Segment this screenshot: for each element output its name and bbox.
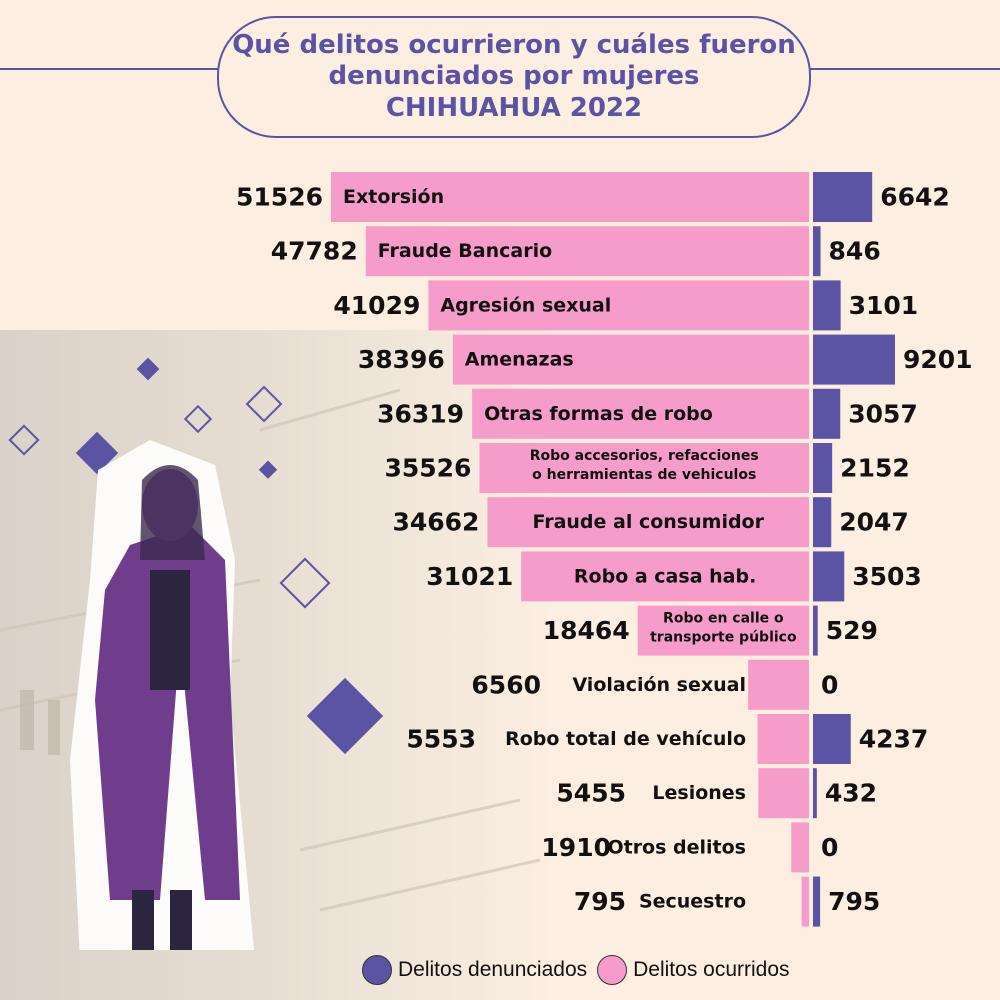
bar-denunciados: [813, 876, 821, 927]
value-ocurridos: 6560: [471, 670, 541, 699]
bar-denunciados: [813, 334, 895, 385]
diamond-decoration: [245, 385, 283, 423]
value-ocurridos: 36319: [377, 399, 464, 428]
bar-ocurridos: [521, 551, 809, 602]
value-denunciados: 3057: [848, 399, 918, 428]
value-denunciados: 846: [829, 237, 881, 266]
category-label: Amenazas: [465, 349, 574, 371]
category-label: Violación sexual: [572, 674, 746, 696]
category-label: Fraude Bancario: [378, 240, 552, 262]
diamond-decoration: [183, 404, 213, 434]
category-label: Robo total de vehículo: [505, 728, 746, 750]
bar-denunciados: [813, 280, 841, 331]
value-ocurridos: 5553: [406, 725, 476, 754]
decorations: [8, 357, 384, 755]
category-label: Fraude al consumidor: [532, 511, 764, 533]
bar-denunciados: [813, 226, 821, 277]
category-label: Robo en calle o transporte público: [650, 611, 797, 646]
value-denunciados: 0: [821, 670, 838, 699]
bar-ocurridos: [801, 876, 809, 927]
value-ocurridos: 35526: [384, 454, 471, 483]
value-ocurridos: 1910: [541, 833, 611, 862]
bar-ocurridos: [365, 226, 809, 277]
category-label: Agresión sexual: [440, 294, 611, 316]
value-denunciados: 9201: [903, 345, 973, 374]
title-line-1: Qué delitos ocurrieron y cuáles fueron: [232, 30, 796, 61]
bar-denunciados: [813, 172, 873, 222]
value-ocurridos: 34662: [392, 508, 479, 537]
bar-ocurridos: [758, 768, 809, 819]
bar-ocurridos: [791, 822, 809, 873]
value-denunciados: 3101: [849, 291, 919, 320]
diamond-decoration: [279, 557, 331, 609]
bar-ocurridos: [757, 714, 809, 764]
bar-ocurridos: [331, 172, 809, 222]
legend-label-denunciados: Delitos denunciados: [398, 958, 588, 981]
category-label: Robo a casa hab.: [574, 565, 756, 587]
value-ocurridos: 5455: [556, 779, 626, 808]
diamond-decoration: [75, 431, 119, 475]
value-ocurridos: 18464: [543, 616, 630, 645]
legend: Delitos denunciados Delitos ocurridos: [362, 955, 800, 985]
diamond-decoration: [258, 460, 278, 479]
value-denunciados: 432: [825, 779, 877, 808]
title-line-3: CHIHUAHUA 2022: [385, 92, 643, 123]
bar-denunciados: [813, 768, 817, 819]
bar-ocurridos: [472, 388, 809, 439]
bar-ocurridos: [487, 497, 809, 548]
bar-denunciados: [813, 714, 851, 764]
bar-ocurridos: [748, 659, 809, 710]
bar-denunciados: [813, 551, 845, 602]
value-ocurridos: 47782: [271, 237, 358, 266]
category-label: Otros delitos: [607, 836, 746, 858]
category-label: Lesiones: [652, 782, 746, 804]
bar-ocurridos: [452, 334, 809, 385]
value-ocurridos: 51526: [236, 183, 323, 212]
category-label: Extorsión: [343, 186, 444, 208]
bar-ocurridos: [637, 605, 809, 656]
legend-swatch-denunciados: [362, 955, 392, 985]
legend-item-ocurridos: Delitos ocurridos: [597, 955, 790, 985]
value-denunciados: 795: [828, 887, 880, 916]
bars-group: Extorsión 51526 6642 Fraude Bancario 47782 84…: [236, 172, 973, 927]
legend-label-ocurridos: Delitos ocurridos: [633, 958, 790, 981]
category-label: Otras formas de robo: [484, 403, 713, 425]
legend-swatch-ocurridos: [597, 955, 628, 985]
diamond-decoration: [136, 357, 160, 381]
value-denunciados: 529: [826, 616, 878, 645]
title-box: Qué delitos ocurrieron y cuáles fueron d…: [217, 16, 811, 138]
diverging-bar-chart: Extorsión 51526 6642 Fraude Bancario 47782 84…: [8, 172, 973, 950]
diamond-decoration: [306, 677, 384, 755]
value-ocurridos: 41029: [333, 291, 420, 320]
value-denunciados: 2152: [840, 454, 910, 483]
value-ocurridos: 795: [574, 887, 626, 916]
value-denunciados: 4237: [859, 725, 929, 754]
bar-denunciados: [813, 605, 818, 656]
value-ocurridos: 38396: [358, 345, 445, 374]
diamond-decoration: [8, 424, 40, 456]
value-denunciados: 6642: [880, 183, 950, 212]
category-label: Secuestro: [639, 891, 746, 913]
bar-denunciados: [813, 497, 832, 548]
title-line-2: denunciados por mujeres: [328, 61, 700, 92]
category-label: Robo accesorios, refacciones o herramient…: [530, 448, 759, 483]
bar-ocurridos: [428, 280, 809, 331]
value-denunciados: 2047: [839, 508, 909, 537]
woman-illustration: [70, 440, 255, 950]
bar-denunciados: [813, 443, 833, 493]
bar-ocurridos: [479, 443, 809, 493]
legend-item-denunciados: Delitos denunciados: [362, 955, 587, 985]
value-denunciados: 0: [821, 833, 838, 862]
value-ocurridos: 31021: [426, 562, 513, 591]
value-denunciados: 3503: [852, 562, 922, 591]
bar-denunciados: [813, 388, 841, 439]
